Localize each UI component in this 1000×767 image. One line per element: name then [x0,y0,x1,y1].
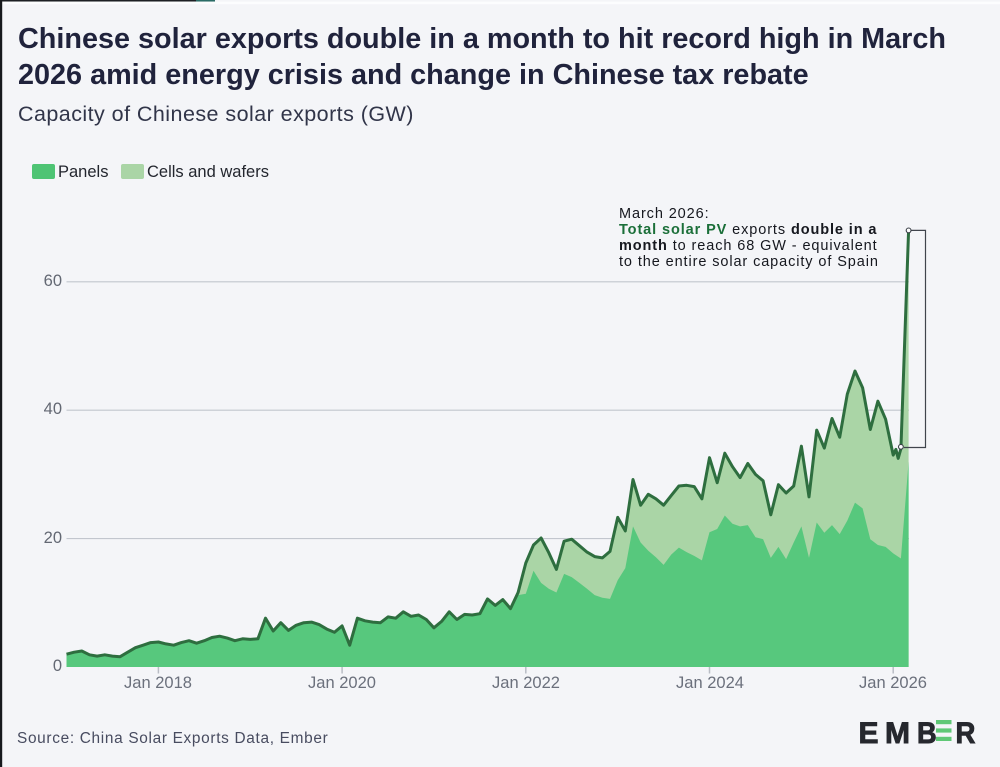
svg-text:B: B [917,717,937,750]
svg-text:M: M [885,717,910,750]
svg-text:E: E [859,717,879,750]
svg-text:R: R [956,717,976,750]
